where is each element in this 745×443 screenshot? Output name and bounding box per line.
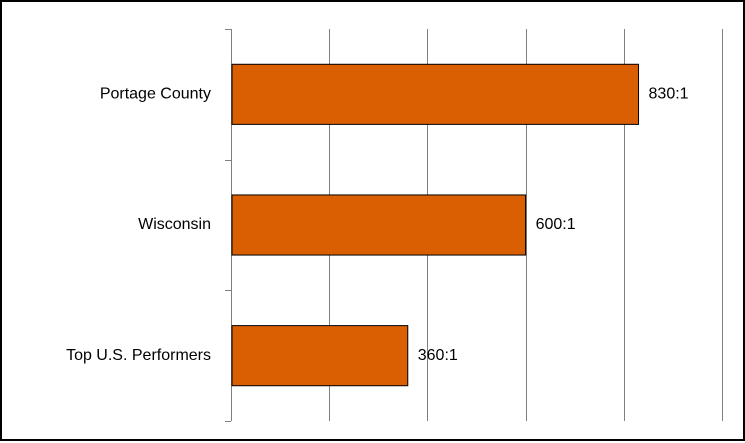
category-label: Top U.S. Performers [66,347,211,364]
bar [231,194,527,256]
category-axis [225,29,232,422]
bars [231,63,640,387]
labels: Portage County 830:1 Wisconsin 600:1 Top U.S… [66,86,689,364]
data-label: 360:1 [418,347,458,364]
bar [231,63,640,125]
category-label: Wisconsin [138,216,211,233]
data-label: 600:1 [536,216,576,233]
data-label: 830:1 [649,86,689,103]
category-label: Portage County [100,86,211,103]
bar [231,325,409,387]
